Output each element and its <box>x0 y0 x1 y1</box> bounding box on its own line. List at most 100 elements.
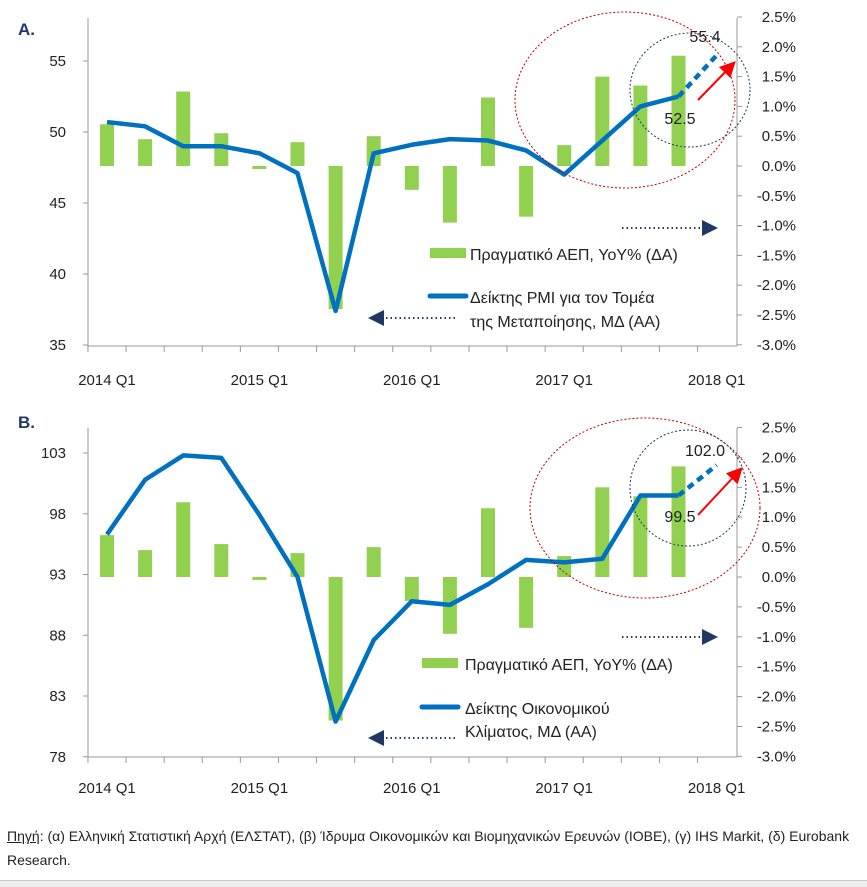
right-tick-label: 0.5% <box>762 539 796 556</box>
left-tick-label: 35 <box>49 337 66 354</box>
gdp-bar <box>442 166 457 223</box>
forecast-value-label: 55.4 <box>689 29 720 46</box>
panel-label: A. <box>18 20 35 39</box>
legend-bar-label: Πραγματικό ΑΕΠ, YoY% (ΔΑ) <box>470 247 678 264</box>
left-tick-label: 103 <box>41 445 66 462</box>
right-tick-label: -2.0% <box>757 689 796 706</box>
gdp-bar <box>519 166 534 217</box>
x-tick-label: 2017 Q1 <box>535 372 593 389</box>
gdp-bar <box>252 577 267 580</box>
legend-line-label: Δείκτης Οικονομικού <box>465 701 610 718</box>
red-arrow-icon <box>697 61 736 101</box>
right-tick-label: 1.0% <box>762 98 796 115</box>
right-tick-label: -1.5% <box>757 247 796 264</box>
index-line-forecast-dashed <box>677 463 719 498</box>
gdp-bar <box>328 166 343 310</box>
gdp-bar <box>557 145 572 166</box>
right-tick-label: 1.5% <box>762 479 796 496</box>
legend-bar-label: Πραγματικό ΑΕΠ, YoY% (ΔΑ) <box>465 657 673 674</box>
index-line <box>106 94 680 314</box>
x-tick-label: 2016 Q1 <box>383 372 441 389</box>
bottom-bar <box>0 880 867 887</box>
left-tick-label: 55 <box>49 53 66 70</box>
blue-dotted-ellipse <box>629 429 747 547</box>
x-tick-label: 2017 Q1 <box>535 780 593 797</box>
right-tick-label: 0.0% <box>762 158 796 175</box>
right-tick-label: -1.0% <box>757 629 796 646</box>
gdp-bar <box>481 97 495 166</box>
charts-svg: A. 35 40 45 50 55 -3.0% -2.5% -2.0% -1.5% -1.0% -0.… <box>18 9 796 797</box>
gdp-bar <box>328 577 343 721</box>
legend-bar-swatch <box>422 658 458 668</box>
x-tick-label: 2015 Q1 <box>231 372 289 389</box>
gdp-bar <box>290 142 305 166</box>
right-tick-label: -1.0% <box>757 218 796 235</box>
gdp-bar <box>595 76 610 166</box>
left-tick-label: 93 <box>49 567 66 584</box>
gdp-bar <box>595 487 610 577</box>
gdp-bar <box>366 547 381 577</box>
right-tick-label: -3.0% <box>757 337 796 354</box>
legend-line-label: Δείκτης PMI για τον Τομέα <box>470 290 655 307</box>
gdp-bar <box>100 124 114 166</box>
right-tick-label: -3.0% <box>757 748 796 765</box>
panel-label: B. <box>18 413 35 432</box>
right-tick-label: -0.5% <box>757 599 796 616</box>
x-tick-label: 2018 Q1 <box>688 372 746 389</box>
gdp-bar <box>214 544 229 577</box>
legend-line-label: Κλίματος, ΜΔ (ΑΑ) <box>465 724 597 741</box>
last-value-label: 99.5 <box>664 509 695 526</box>
left-tick-label: 50 <box>49 124 66 141</box>
gdp-bar <box>633 85 648 166</box>
last-value-label: 52.5 <box>664 111 695 128</box>
red-arrow-icon <box>697 467 743 516</box>
gdp-bar <box>404 166 419 190</box>
legend-bar-swatch <box>430 248 466 258</box>
gdp-bar <box>176 502 191 577</box>
gdp-bar <box>557 556 572 577</box>
x-tick-label: 2015 Q1 <box>231 780 289 797</box>
right-tick-label: 0.5% <box>762 128 796 145</box>
left-tick-label: 88 <box>49 627 66 644</box>
right-tick-label: 1.0% <box>762 509 796 526</box>
gdp-bar <box>100 535 114 577</box>
right-tick-label: -2.0% <box>757 277 796 294</box>
right-tick-label: 0.0% <box>762 569 796 586</box>
legend-line-label: της Μεταποίησης, ΜΔ (ΑΑ) <box>470 314 660 331</box>
index-line <box>105 453 679 724</box>
left-tick-label: 45 <box>49 195 66 212</box>
red-dotted-ellipse <box>529 417 761 599</box>
right-tick-label: 2.5% <box>762 420 796 437</box>
right-tick-label: 1.5% <box>762 69 796 86</box>
red-dotted-ellipse <box>514 11 736 189</box>
blue-dotted-ellipse <box>629 32 751 148</box>
gdp-bar <box>481 508 495 577</box>
gdp-bar <box>519 577 534 628</box>
right-tick-label: -2.5% <box>757 719 796 736</box>
footnote: Πηγή: (α) Ελληνική Στατιστική Αρχή (ΕΛΣΤ… <box>7 824 857 872</box>
gdp-bar <box>138 550 153 577</box>
gdp-bar <box>633 496 648 577</box>
right-tick-label: 2.0% <box>762 449 796 466</box>
source-text: : (α) Ελληνική Στατιστική Αρχή (ΕΛΣΤΑΤ),… <box>7 828 850 868</box>
right-tick-label: -2.5% <box>757 307 796 324</box>
index-line-forecast-dashed <box>676 53 719 99</box>
gdp-bar <box>404 577 419 601</box>
left-tick-label: 83 <box>49 688 66 705</box>
x-tick-label: 2016 Q1 <box>383 780 441 797</box>
gdp-bar <box>252 166 267 169</box>
left-tick-label: 78 <box>49 749 66 766</box>
left-tick-label: 98 <box>49 506 66 523</box>
left-tick-label: 40 <box>49 266 66 283</box>
right-tick-label: 2.0% <box>762 39 796 56</box>
source-label: Πηγή <box>7 828 40 844</box>
gdp-bar <box>176 91 191 166</box>
forecast-value-label: 102.0 <box>685 443 725 460</box>
x-tick-label: 2014 Q1 <box>78 372 136 389</box>
gdp-bar <box>138 139 153 166</box>
right-tick-label: -0.5% <box>757 188 796 205</box>
x-tick-label: 2014 Q1 <box>78 780 136 797</box>
x-tick-label: 2018 Q1 <box>688 780 746 797</box>
gdp-bar <box>214 133 229 166</box>
